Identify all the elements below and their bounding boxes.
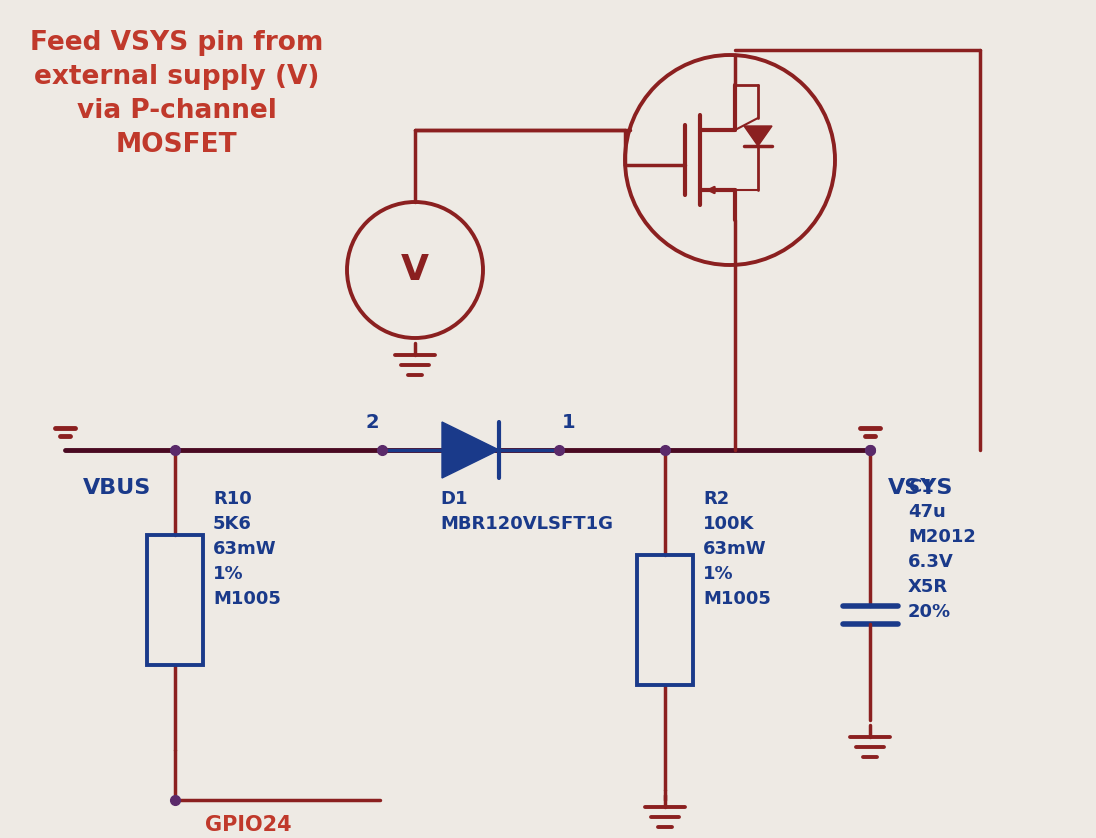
Text: V: V	[401, 253, 429, 287]
Text: VSYS: VSYS	[888, 478, 954, 498]
Text: R2
100K
63mW
1%
M1005: R2 100K 63mW 1% M1005	[703, 490, 770, 608]
Text: Feed VSYS pin from
external supply (V)
via P-channel
MOSFET: Feed VSYS pin from external supply (V) v…	[30, 30, 323, 158]
Text: VBUS: VBUS	[83, 478, 151, 498]
Text: C1
47u
M2012
6.3V
X5R
20%: C1 47u M2012 6.3V X5R 20%	[907, 478, 975, 621]
Text: 1: 1	[562, 413, 575, 432]
Text: R10
5K6
63mW
1%
M1005: R10 5K6 63mW 1% M1005	[213, 490, 281, 608]
Text: GPIO24: GPIO24	[205, 815, 292, 835]
Bar	[147, 535, 203, 665]
Text: D1
MBR120VLSFT1G: D1 MBR120VLSFT1G	[439, 490, 613, 533]
Text: 2: 2	[365, 413, 379, 432]
Polygon shape	[744, 126, 772, 146]
Polygon shape	[442, 422, 499, 478]
Bar	[637, 555, 693, 685]
